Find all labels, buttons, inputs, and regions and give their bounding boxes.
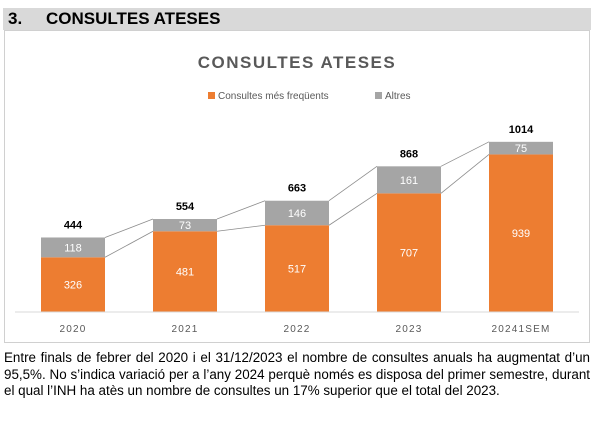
x-tick-label-2023: 2023 [395,324,422,335]
bars [41,141,553,312]
data-label-frequent-2021: 481 [176,267,194,279]
connector-total-1 [216,200,266,220]
legend-swatch-0 [208,92,215,99]
total-label-2021: 554 [176,201,195,213]
bar-frequent-2023 [377,193,441,312]
x-tick-label-2021: 2021 [171,324,198,335]
connector-total-2 [328,166,378,202]
data-label-frequent-2020: 326 [64,280,82,292]
bar-other-2023 [377,166,441,194]
bar-frequent-2022 [265,225,329,312]
chart-labels: 326 118 444 2020 481 73 554 2021 517 146 663 2022 70… [59,124,550,335]
total-label-2022: 663 [288,183,306,195]
chart-legend: Consultes més freqüents Altres [208,91,411,102]
data-label-other-20241SEM: 75 [515,143,527,155]
connector-total-3 [440,141,490,167]
section-number: 3. [8,9,23,28]
chart-title: CONSULTES ATESES [198,53,396,72]
legend-swatch-1 [375,92,382,99]
legend-label-0: Consultes més freqüents [218,91,329,102]
section-header: 3. CONSULTES ATESES [3,8,591,30]
total-label-20241SEM: 1014 [509,124,534,136]
data-label-frequent-20241SEM: 939 [512,228,530,240]
connector-lines [104,141,490,258]
connector-total-0 [104,218,154,238]
x-tick-label-20241SEM: 20241SEM [491,324,550,335]
total-label-2023: 868 [400,148,418,160]
legend-label-1: Altres [385,91,411,102]
section-title: CONSULTES ATESES [46,9,221,28]
x-tick-label-2020: 2020 [59,324,86,335]
bar-other-2020 [41,237,105,258]
body-paragraph: Entre finals de febrer del 2020 i el 31/… [4,350,590,399]
data-label-frequent-2022: 517 [288,264,306,276]
bar-frequent-2020 [41,257,105,312]
bar-frequent-20241SEM [489,154,553,312]
chart-container: CONSULTES ATESES Consultes més freqüents… [4,30,590,343]
connector-frequent-3 [440,154,490,194]
data-label-other-2020: 118 [64,242,82,254]
data-label-other-2021: 73 [179,220,191,232]
connector-frequent-0 [104,230,154,258]
x-tick-label-2022: 2022 [283,324,310,335]
connector-frequent-1 [216,224,266,232]
bar-frequent-2021 [153,231,217,312]
stacked-bar-chart: CONSULTES ATESES Consultes més freqüents… [15,53,579,335]
data-label-other-2023: 161 [400,175,418,187]
total-label-2020: 444 [64,219,83,231]
connector-frequent-2 [328,193,378,226]
bar-other-2021 [153,219,217,232]
data-label-other-2022: 146 [288,208,306,220]
bar-other-2022 [265,200,329,226]
data-label-frequent-2023: 707 [400,248,418,260]
bar-other-20241SEM [489,141,553,155]
